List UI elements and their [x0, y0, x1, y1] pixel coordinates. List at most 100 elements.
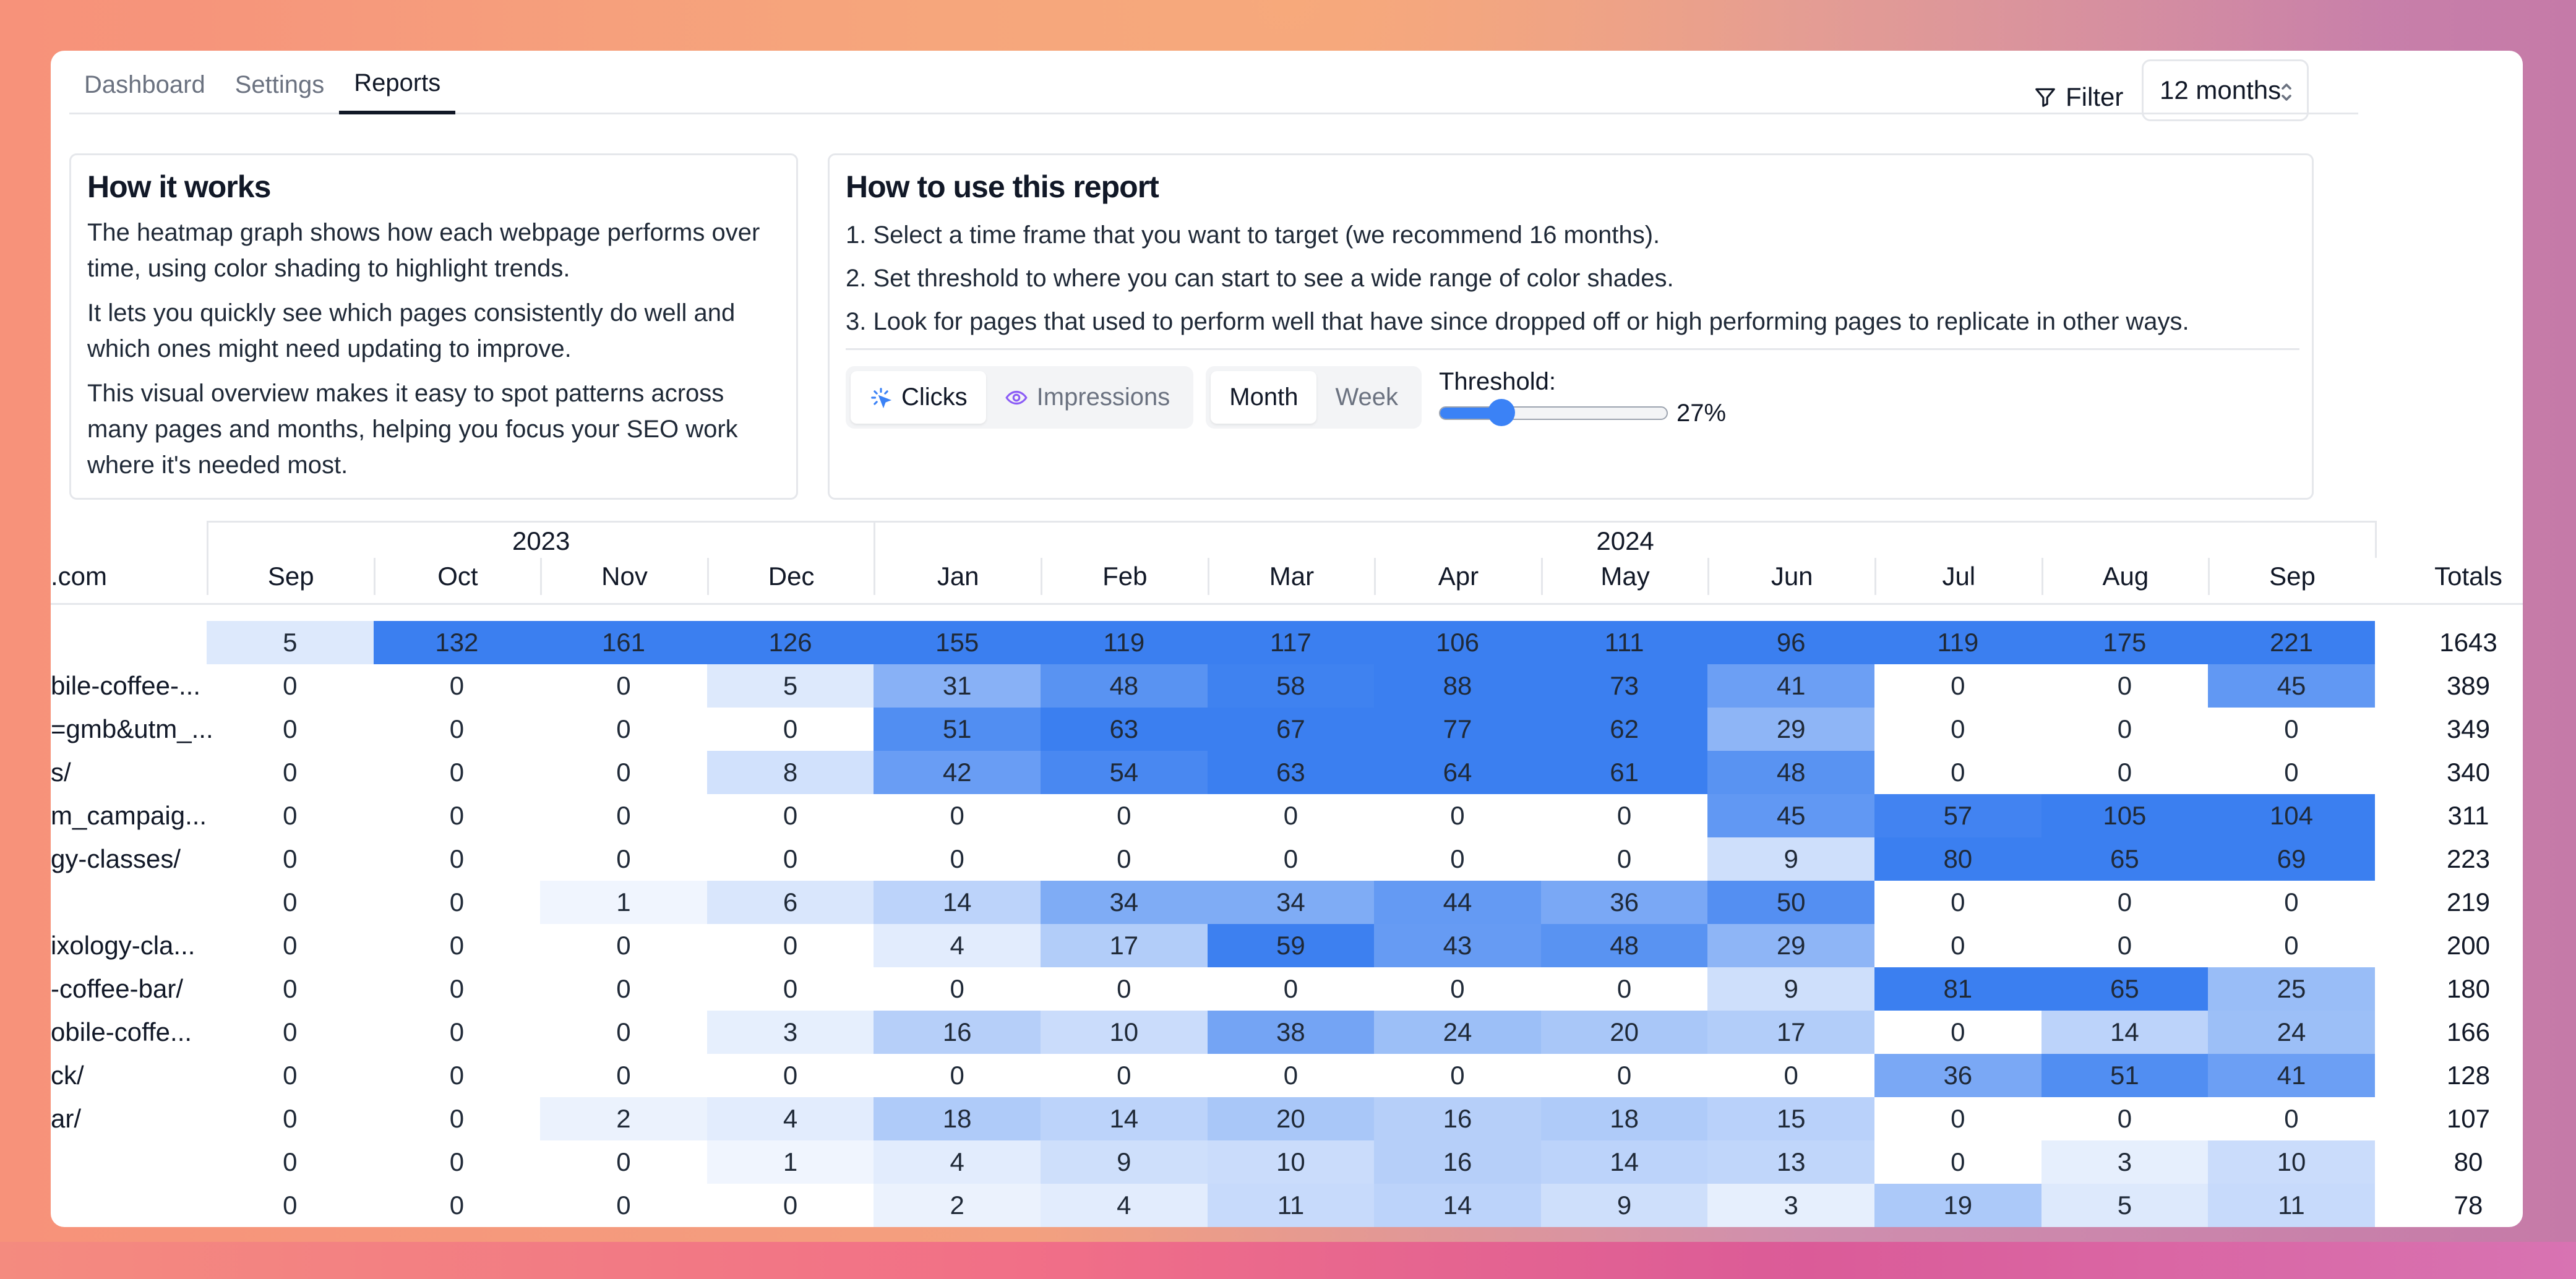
- period-toggle: Month Week: [1206, 366, 1422, 429]
- tab-reports[interactable]: Reports: [339, 69, 456, 114]
- heatmap-cell: 17: [1041, 924, 1208, 967]
- month-header[interactable]: Mar: [1207, 558, 1375, 595]
- heatmap-cell: 34: [1207, 881, 1375, 924]
- time-range-value: 12 months: [2160, 75, 2282, 105]
- table-row[interactable]: =gmb&utm_... 0 0 0 0 51 63 67 77 62 29 0 0 0 349: [51, 708, 2523, 751]
- heatmap-cell: 0: [616, 931, 631, 960]
- heatmap-cell: 25: [2208, 967, 2375, 1011]
- heatmap-cell: 0: [449, 801, 465, 830]
- month-header[interactable]: Nov: [540, 558, 707, 595]
- heatmap-cell: 0: [449, 714, 465, 743]
- filter-button[interactable]: Filter: [2033, 69, 2123, 125]
- page-url[interactable]: ck/: [51, 1061, 84, 1090]
- month-header[interactable]: Aug: [2041, 558, 2209, 595]
- heatmap-cell: 67: [1207, 708, 1375, 751]
- heatmap-cell: 0: [616, 974, 631, 1003]
- table-row[interactable]: 0 0 0 1 4 9 10 16 14 13 0 3 10 80: [51, 1140, 2523, 1184]
- month-header[interactable]: Sep: [2208, 558, 2375, 595]
- table-row[interactable]: obile-coffe... 0 0 0 3 16 10 38 24 20 17 0 14 24 166: [51, 1011, 2523, 1054]
- heatmap-cell: 44: [1374, 881, 1541, 924]
- page-url[interactable]: obile-coffe...: [51, 1017, 192, 1046]
- impressions-option[interactable]: Impressions: [986, 371, 1189, 424]
- heatmap-cell: 24: [1374, 1011, 1541, 1054]
- table-row[interactable]: -coffee-bar/0 0 0 0 0 0 0 0 0 9 81 65 25 180: [51, 967, 2523, 1011]
- table-row[interactable]: ck/0 0 0 0 0 0 0 0 0 0 36 51 41 128: [51, 1054, 2523, 1097]
- week-option[interactable]: Week: [1335, 383, 1398, 411]
- row-total: 223: [2446, 844, 2491, 873]
- heatmap-cell: 0: [449, 931, 465, 960]
- month-header[interactable]: Feb: [1041, 558, 1208, 595]
- table-row[interactable]: ixology-cla... 0 0 0 0 4 17 59 43 48 29 0 0 0 200: [51, 924, 2523, 967]
- heatmap-cell: 0: [283, 671, 298, 700]
- heatmap-cell: 0: [950, 801, 964, 830]
- tab-settings[interactable]: Settings: [234, 71, 325, 98]
- month-header[interactable]: Apr: [1374, 558, 1541, 595]
- heatmap-cell: 13: [1707, 1140, 1874, 1184]
- heatmap-cell: 0: [283, 844, 298, 873]
- table-row[interactable]: s/0 0 0 8 42 54 63 64 61 48 0 0 0 340: [51, 751, 2523, 794]
- page-url[interactable]: -coffee-bar/: [51, 974, 183, 1003]
- table-row[interactable]: 0 0 1 6 14 34 34 44 36 50 0 0 0 219: [51, 881, 2523, 924]
- heatmap-cell: 0: [1616, 1061, 1632, 1090]
- month-header[interactable]: Jun: [1707, 558, 1874, 595]
- heatmap-cell: 0: [283, 931, 298, 960]
- heatmap-cell: 0: [1951, 1017, 1965, 1046]
- instruction-step: 3. Look for pages that used to perform w…: [846, 308, 2189, 335]
- heatmap-cell: 0: [1951, 714, 1965, 743]
- time-range-select[interactable]: 12 months: [2142, 59, 2309, 121]
- totals-header: Totals: [2434, 562, 2502, 591]
- tab-dashboard[interactable]: Dashboard: [84, 71, 205, 98]
- heatmap-cell: 29: [1707, 924, 1874, 967]
- heatmap-cell: 0: [449, 974, 465, 1003]
- month-option[interactable]: Month: [1211, 371, 1317, 424]
- heatmap-cell: 45: [1707, 794, 1874, 837]
- heatmap-cell: 0: [1616, 844, 1632, 873]
- table-row[interactable]: m_campaig... 0 0 0 0 0 0 0 0 0 45 57 105 104 311: [51, 794, 2523, 837]
- page-url[interactable]: ixology-cla...: [51, 931, 195, 960]
- page-url[interactable]: s/: [51, 758, 71, 787]
- page-url[interactable]: m_campaig...: [51, 801, 207, 830]
- heatmap-cell: 0: [783, 974, 798, 1003]
- threshold-slider[interactable]: [1439, 399, 1668, 426]
- heatmap-cell: 61: [1540, 751, 1708, 794]
- page-url[interactable]: bile-coffee-...: [51, 671, 201, 700]
- row-total: 340: [2446, 758, 2491, 787]
- heatmap-cell: 0: [1117, 844, 1131, 873]
- heatmap-cell: 4: [874, 924, 1041, 967]
- threshold-slider-handle[interactable]: [1487, 399, 1515, 426]
- heatmap-cell: 0: [1951, 1147, 1965, 1176]
- heatmap-cell: 0: [283, 974, 298, 1003]
- heatmap-cell: 14: [874, 881, 1041, 924]
- heatmap-cell: 0: [616, 671, 631, 700]
- heatmap-cell: 4: [706, 1097, 874, 1140]
- heatmap-cell: 132: [373, 621, 541, 664]
- heatmap-cell: 4: [874, 1140, 1041, 1184]
- table-row[interactable]: 0 0 0 0 2 4 11 14 9 3 19 5 11 78: [51, 1184, 2523, 1227]
- heatmap-cell: 9: [1707, 837, 1874, 881]
- row-total: 166: [2446, 1017, 2491, 1046]
- table-row[interactable]: ar/0 0 2 4 18 14 20 16 18 15 0 0 0 107: [51, 1097, 2523, 1140]
- threshold-slider-fill: [1440, 408, 1501, 419]
- table-row[interactable]: 5 132 161 126 155 119 117 106 111 96 119 175 221 1643: [51, 621, 2523, 664]
- page-url[interactable]: gy-classes/: [51, 844, 181, 873]
- heatmap-cell: 0: [616, 714, 631, 743]
- month-header[interactable]: Sep: [207, 558, 374, 595]
- heatmap-cell: 18: [874, 1097, 1041, 1140]
- heatmap-cell: 54: [1041, 751, 1208, 794]
- heatmap-cell: 104: [2208, 794, 2375, 837]
- month-header[interactable]: May: [1540, 558, 1708, 595]
- month-header[interactable]: Oct: [373, 558, 541, 595]
- page-url[interactable]: ar/: [51, 1104, 82, 1133]
- heatmap-cell: 0: [1450, 1061, 1465, 1090]
- clicks-option[interactable]: Clicks: [851, 371, 986, 424]
- month-header[interactable]: Jul: [1874, 558, 2041, 595]
- page-url[interactable]: =gmb&utm_...: [51, 714, 213, 743]
- row-total: 389: [2446, 671, 2491, 700]
- table-row[interactable]: bile-coffee-... 0 0 0 5 31 48 58 88 73 41 0 0 45 389: [51, 664, 2523, 708]
- table-row[interactable]: gy-classes/0 0 0 0 0 0 0 0 0 9 80 65 69 223: [51, 837, 2523, 881]
- month-header[interactable]: Jan: [874, 558, 1041, 595]
- heatmap-cell: 0: [616, 1191, 631, 1220]
- month-header[interactable]: Dec: [706, 558, 874, 595]
- heatmap-cell: 73: [1540, 664, 1708, 708]
- heatmap-cell: 8: [706, 751, 874, 794]
